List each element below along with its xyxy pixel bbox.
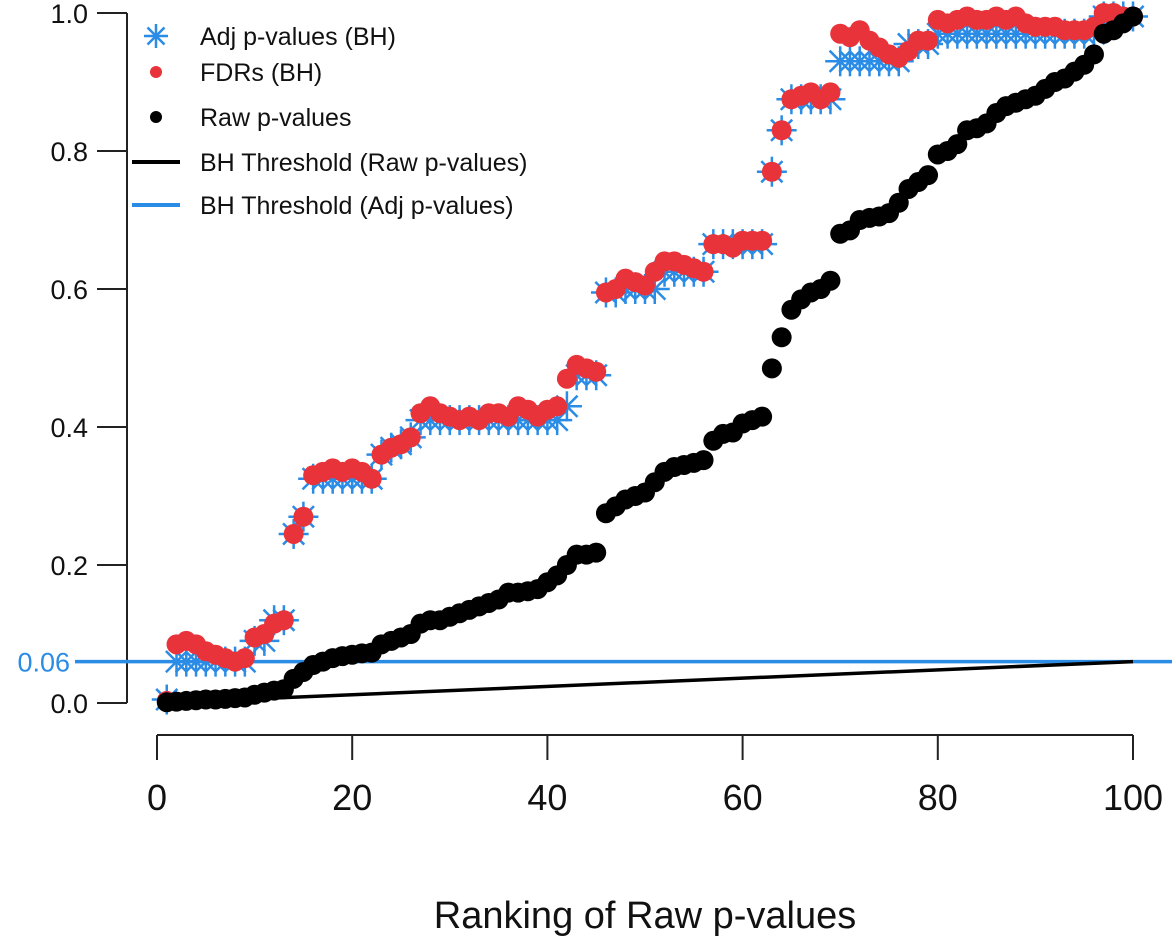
legend-label: FDRs (BH) <box>200 59 322 87</box>
y-tick-label: 1.0 <box>50 0 88 29</box>
fdr-point <box>771 120 792 141</box>
raw-pvalue-point <box>947 134 968 155</box>
legend-label: Adj p-values (BH) <box>200 23 396 51</box>
y-tick-label: 0.4 <box>50 413 88 443</box>
raw-pvalue-point <box>771 327 792 348</box>
x-tick-label: 80 <box>918 777 958 818</box>
y-tick-label: 0.8 <box>50 137 88 167</box>
fdr-point <box>586 361 607 382</box>
fdr-point <box>547 396 568 417</box>
raw-pvalue-point <box>761 358 782 379</box>
fdr-point <box>234 648 255 669</box>
raw-pvalue-point <box>918 165 939 186</box>
y-tick-label: 0.2 <box>50 551 88 581</box>
fdr-point <box>635 275 655 296</box>
x-tick-label: 60 <box>723 777 763 818</box>
fdr-point <box>761 161 782 182</box>
legend-label: Raw p-values <box>200 104 351 132</box>
raw-pvalue-point <box>1083 44 1104 65</box>
y-tick-label: 0.6 <box>50 275 88 305</box>
fdr-point <box>556 368 577 389</box>
fdr-point <box>283 523 304 544</box>
y-tick-label: 0.0 <box>50 689 88 719</box>
raw-pvalue-point <box>888 192 909 213</box>
raw-pvalue-point <box>752 406 773 427</box>
raw-pvalue-point <box>586 542 607 563</box>
fdr-point <box>693 261 714 282</box>
y-tick-label-threshold: 0.06 <box>17 648 70 678</box>
legend-black-dot-icon <box>150 111 162 123</box>
legend: Adj p-values (BH) FDRs (BH) Raw p-values BH… <box>132 23 527 220</box>
x-tick-label: 0 <box>147 777 167 818</box>
x-axis-label: Ranking of Raw p-values <box>434 895 856 937</box>
legend-label: BH Threshold (Adj p-values) <box>200 192 514 220</box>
x-tick-label: 40 <box>527 777 567 818</box>
fdr-point <box>820 82 841 103</box>
legend-asterisk-icon <box>144 24 168 48</box>
fdr-point <box>400 427 421 448</box>
x-tick-label: 20 <box>332 777 372 818</box>
fdr-point <box>273 610 294 631</box>
fdr-point <box>361 468 382 489</box>
raw-pvalue-point <box>693 450 714 471</box>
legend-red-dot-icon <box>150 66 162 78</box>
x-tick-label: 100 <box>1103 777 1163 818</box>
raw-pvalue-point <box>1123 6 1143 27</box>
raw-pvalue-point <box>820 270 841 291</box>
fdr-point <box>752 230 773 251</box>
fdr-point <box>918 30 939 51</box>
legend-label: BH Threshold (Raw p-values) <box>200 149 527 177</box>
fdr-point <box>293 506 314 527</box>
bh-threshold-raw-line <box>166 659 1134 705</box>
